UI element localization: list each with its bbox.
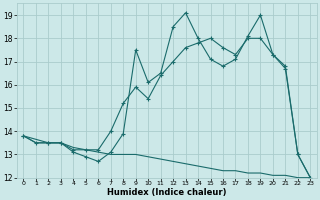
X-axis label: Humidex (Indice chaleur): Humidex (Indice chaleur) [107,188,227,197]
